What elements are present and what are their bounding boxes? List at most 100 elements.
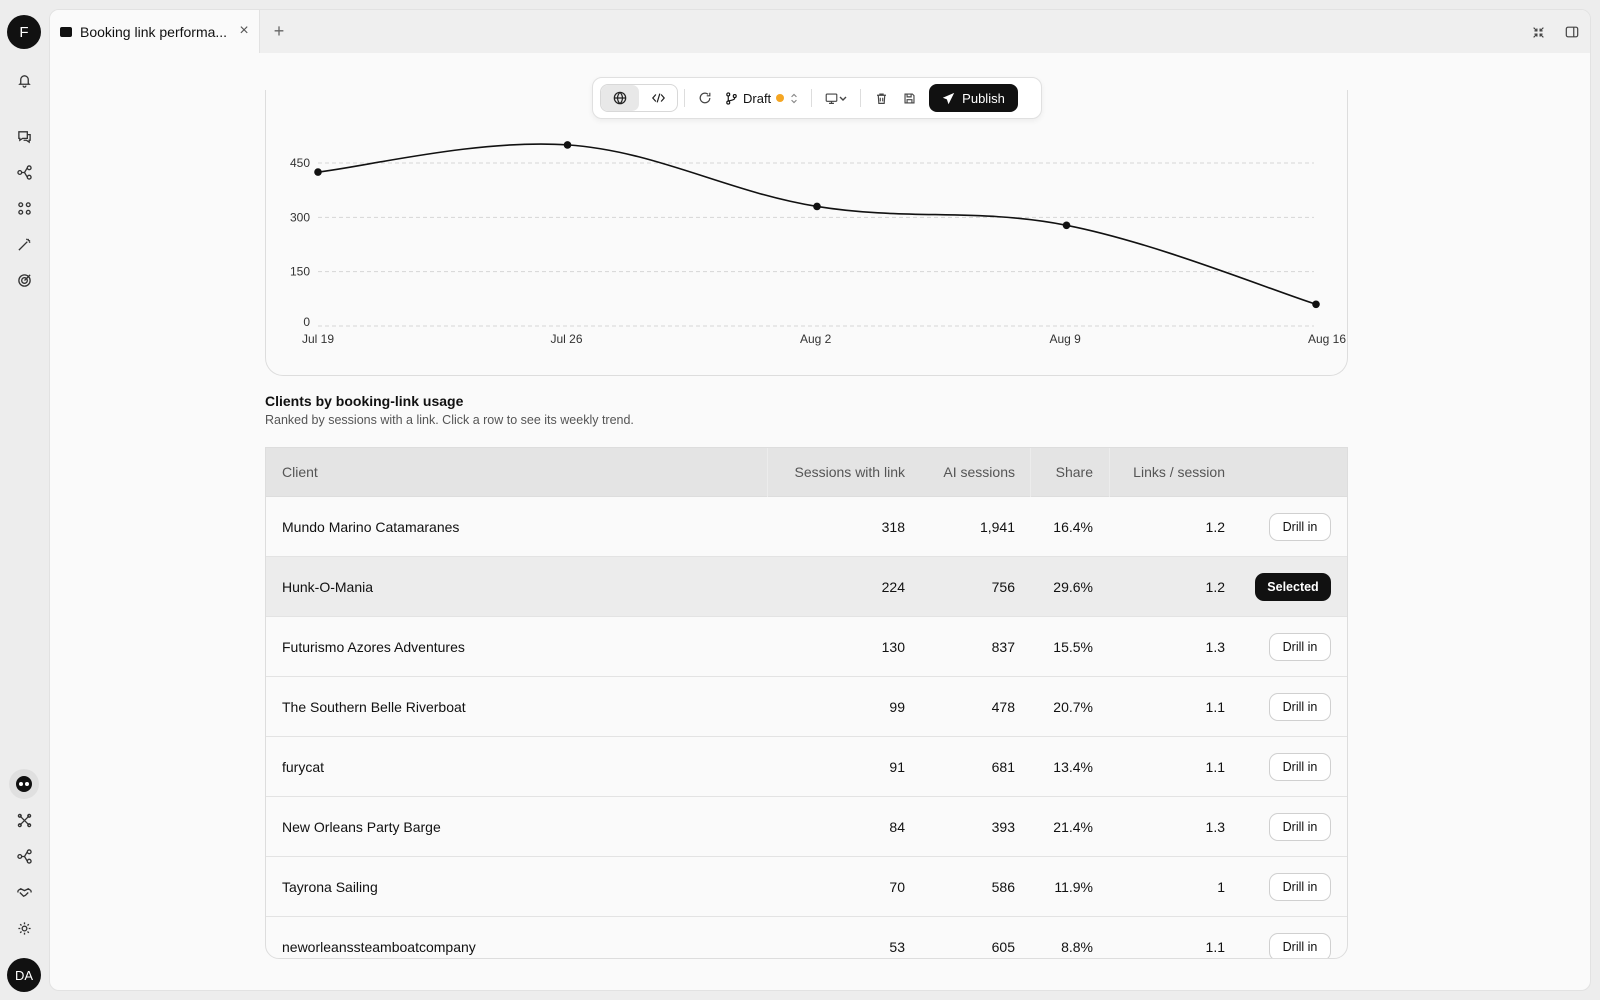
- new-tab-button[interactable]: +: [273, 20, 285, 41]
- target-icon[interactable]: [12, 268, 36, 292]
- workflow-icon[interactable]: [12, 160, 36, 184]
- bell-icon[interactable]: [12, 68, 36, 92]
- section-title: Clients by booking-link usage: [265, 393, 464, 409]
- user-avatar[interactable]: DA: [7, 958, 41, 992]
- table-row[interactable]: Futurismo Azores Adventures 130 837 15.5% 1.…: [266, 617, 1347, 677]
- apps-icon[interactable]: [12, 196, 36, 220]
- table-row[interactable]: Mundo Marino Catamaranes 318 1,941 16.4% 1.2…: [266, 497, 1347, 557]
- sessions-with-link-value: 318: [881, 518, 905, 535]
- drill-in-button[interactable]: Drill in: [1269, 812, 1331, 841]
- table-row[interactable]: New Orleans Party Barge 84 393 21.4% 1.3 Dril…: [266, 797, 1347, 857]
- close-tab-icon[interactable]: ×: [239, 22, 249, 39]
- ai-sessions-value: 393: [991, 818, 1015, 835]
- workspace-avatar[interactable]: F: [7, 15, 41, 49]
- integrations-icon[interactable]: [12, 808, 36, 832]
- magic-wand-icon[interactable]: [12, 232, 36, 256]
- code-icon[interactable]: [639, 85, 677, 111]
- share-value: 20.7%: [1053, 698, 1093, 715]
- drill-in-button[interactable]: Drill in: [1269, 692, 1331, 721]
- monitor-icon: [825, 92, 838, 104]
- share-value: 11.9%: [1054, 878, 1093, 895]
- branch-label: Draft: [743, 90, 772, 106]
- sessions-with-link-value: 53: [889, 938, 905, 955]
- y-tick-label: 450: [290, 156, 310, 170]
- drill-in-button[interactable]: Drill in: [1269, 932, 1331, 958]
- main-window: Booking link performa... × + 0 150 300 450 J…: [49, 9, 1591, 991]
- table-body: Mundo Marino Catamaranes 318 1,941 16.4% 1.2…: [266, 497, 1347, 958]
- links-per-session-value: 1.1: [1205, 698, 1225, 715]
- client-name: The Southern Belle Riverboat: [282, 698, 466, 715]
- data-point[interactable]: [563, 141, 572, 149]
- table-row[interactable]: Tayrona Sailing 70 586 11.9% 1 Drill in: [266, 857, 1347, 917]
- flow-icon[interactable]: [12, 844, 36, 868]
- column-header-share[interactable]: Share: [1055, 464, 1093, 480]
- table-row[interactable]: Hunk-O-Mania 224 756 29.6% 1.2 Selected: [266, 557, 1347, 617]
- links-per-session-value: 1.3: [1205, 818, 1225, 835]
- globe-icon[interactable]: [601, 85, 639, 111]
- column-header-client[interactable]: Client: [282, 464, 318, 480]
- unsaved-indicator: [776, 94, 785, 102]
- terminal-icon: [60, 26, 72, 37]
- x-tick-label: Jul 26: [551, 332, 583, 346]
- data-point[interactable]: [1062, 221, 1071, 230]
- line-chart: 0 150 300 450 Jul 19 Jul 26 Aug 2 Aug 9 Aug 16: [290, 141, 1346, 346]
- links-per-session-value: 1.1: [1205, 758, 1225, 775]
- column-header-ai-sessions[interactable]: AI sessions: [943, 464, 1015, 480]
- table-header: Client Sessions with link AI sessions Sh…: [266, 448, 1347, 497]
- column-header-links-per-session[interactable]: Links / session: [1133, 464, 1225, 480]
- branch-selector[interactable]: Draft: [719, 91, 805, 106]
- share-value: 15.5%: [1053, 638, 1093, 655]
- column-header-sessions[interactable]: Sessions with link: [794, 464, 906, 480]
- drill-in-button[interactable]: Drill in: [1269, 872, 1331, 901]
- client-name: New Orleans Party Barge: [282, 818, 441, 835]
- data-point[interactable]: [813, 202, 821, 211]
- device-preview-dropdown[interactable]: [818, 84, 854, 112]
- chat-icon[interactable]: [12, 124, 36, 148]
- data-point[interactable]: [314, 168, 322, 176]
- handshake-icon[interactable]: [12, 880, 36, 904]
- publish-button[interactable]: Publish: [929, 84, 1018, 112]
- trash-icon[interactable]: [867, 84, 895, 112]
- client-name: furycat: [282, 758, 325, 775]
- table-row[interactable]: furycat 91 681 13.4% 1.1 Drill in: [266, 737, 1347, 797]
- send-icon: [942, 92, 955, 104]
- share-value: 8.8%: [1061, 938, 1093, 955]
- client-name: Mundo Marino Catamaranes: [282, 518, 460, 535]
- tab-booking-link-performance[interactable]: Booking link performa... ×: [50, 10, 260, 53]
- y-tick-label: 0: [303, 315, 310, 329]
- sessions-with-link-value: 91: [889, 758, 905, 775]
- links-per-session-value: 1.1: [1205, 938, 1225, 955]
- toolbar-divider: [860, 89, 862, 107]
- editor-toolbar: Draft Publish: [592, 77, 1042, 119]
- assistant-bot-icon[interactable]: [9, 769, 39, 799]
- column-divider: [767, 448, 768, 497]
- links-per-session-value: 1: [1217, 878, 1225, 895]
- drill-in-button[interactable]: Drill in: [1269, 752, 1331, 781]
- sessions-with-link-value: 99: [889, 698, 905, 715]
- left-rail: F DA: [0, 0, 48, 1000]
- y-tick-label: 300: [290, 210, 310, 224]
- ai-sessions-value: 756: [991, 578, 1015, 595]
- column-divider: [1109, 448, 1110, 497]
- client-name: neworleanssteamboatcompany: [282, 938, 476, 955]
- data-point[interactable]: [1312, 300, 1320, 309]
- drill-in-button[interactable]: Drill in: [1269, 512, 1331, 541]
- table-row[interactable]: neworleanssteamboatcompany 53 605 8.8% 1.1 Dr…: [266, 917, 1347, 958]
- links-per-session-value: 1.2: [1205, 578, 1225, 595]
- collapse-icon[interactable]: [1528, 22, 1548, 42]
- clients-table: Client Sessions with link AI sessions Sh…: [265, 447, 1348, 959]
- save-icon[interactable]: [895, 84, 923, 112]
- share-value: 13.4%: [1053, 758, 1093, 775]
- share-value: 21.4%: [1053, 818, 1093, 835]
- settings-gear-icon[interactable]: [12, 916, 36, 940]
- sidebar-toggle-icon[interactable]: [1562, 22, 1582, 42]
- client-name: Tayrona Sailing: [282, 878, 378, 895]
- chevron-updown-icon: [791, 93, 798, 103]
- refresh-icon[interactable]: [691, 84, 719, 112]
- table-row[interactable]: The Southern Belle Riverboat 99 478 20.7% 1.…: [266, 677, 1347, 737]
- share-value: 16.4%: [1053, 518, 1093, 535]
- section-subtitle: Ranked by sessions with a link. Click a …: [265, 413, 634, 427]
- share-value: 29.6%: [1053, 578, 1093, 595]
- selected-button[interactable]: Selected: [1255, 572, 1331, 601]
- drill-in-button[interactable]: Drill in: [1269, 632, 1331, 661]
